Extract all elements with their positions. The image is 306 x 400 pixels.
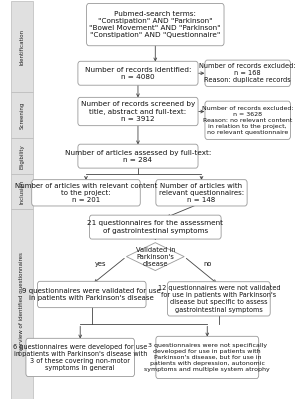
Text: 6 questionnaires were developed for use
in patients with Parkinson's disease wit: 6 questionnaires were developed for use … [13, 344, 147, 371]
Text: Number of articles with
relevant questionnaires:
n = 148: Number of articles with relevant questio… [159, 182, 244, 203]
Text: yes: yes [95, 261, 106, 267]
FancyBboxPatch shape [167, 282, 270, 316]
Text: Number of articles with relevant content
to the project:
n = 201: Number of articles with relevant content… [15, 182, 157, 203]
Text: Identification: Identification [19, 28, 24, 64]
Polygon shape [126, 243, 184, 270]
Text: 9 questionnaires were validated for use
in patients with Parkinson's disease: 9 questionnaires were validated for use … [22, 288, 161, 301]
Text: Overview of identified questionnaires: Overview of identified questionnaires [19, 253, 24, 356]
Text: Validated in
Parkinson's
disease: Validated in Parkinson's disease [136, 247, 175, 267]
Text: Number of records excluded:
n = 3628
Reason: no relevant content
in relation to : Number of records excluded: n = 3628 Rea… [202, 106, 293, 135]
FancyBboxPatch shape [205, 60, 290, 86]
Text: 3 questionnaires were not specifically
developed for use in patients with
Parkin: 3 questionnaires were not specifically d… [144, 343, 270, 372]
Text: Pubmed-search terms:
"Constipation" AND "Parkinson"
"Bowel Movement" AND "Parkin: Pubmed-search terms: "Constipation" AND … [89, 11, 221, 38]
Text: Screening: Screening [19, 102, 24, 129]
Text: Eligibility: Eligibility [19, 144, 24, 168]
FancyBboxPatch shape [156, 180, 247, 206]
FancyBboxPatch shape [89, 215, 221, 239]
FancyBboxPatch shape [156, 336, 259, 378]
FancyBboxPatch shape [11, 92, 32, 138]
Text: 12 questionnaires were not validated
for use in patients with Parkinson's
diseas: 12 questionnaires were not validated for… [158, 285, 280, 313]
FancyBboxPatch shape [78, 97, 198, 126]
Text: Number of articles assessed by full-text:
n = 284: Number of articles assessed by full-text… [65, 150, 211, 163]
FancyBboxPatch shape [78, 61, 198, 85]
Text: Number of records excluded:
n = 168
Reason: duplicate records: Number of records excluded: n = 168 Reas… [200, 63, 296, 84]
FancyBboxPatch shape [32, 180, 140, 206]
FancyBboxPatch shape [205, 101, 290, 140]
FancyBboxPatch shape [11, 1, 32, 92]
Text: Number of records identified:
n = 4080: Number of records identified: n = 4080 [85, 67, 191, 80]
Text: Number of records screened by
title, abstract and full-text:
n = 3912: Number of records screened by title, abs… [81, 101, 195, 122]
FancyBboxPatch shape [37, 281, 146, 308]
FancyBboxPatch shape [11, 209, 32, 399]
FancyBboxPatch shape [11, 138, 32, 174]
FancyBboxPatch shape [26, 338, 135, 376]
FancyBboxPatch shape [11, 174, 32, 209]
Text: no: no [203, 261, 211, 267]
FancyBboxPatch shape [87, 4, 224, 46]
Text: Inclusion: Inclusion [19, 179, 24, 204]
Text: 21 questionnaires for the assessment
of gastrointestinal symptoms: 21 questionnaires for the assessment of … [87, 220, 223, 234]
FancyBboxPatch shape [78, 144, 198, 168]
